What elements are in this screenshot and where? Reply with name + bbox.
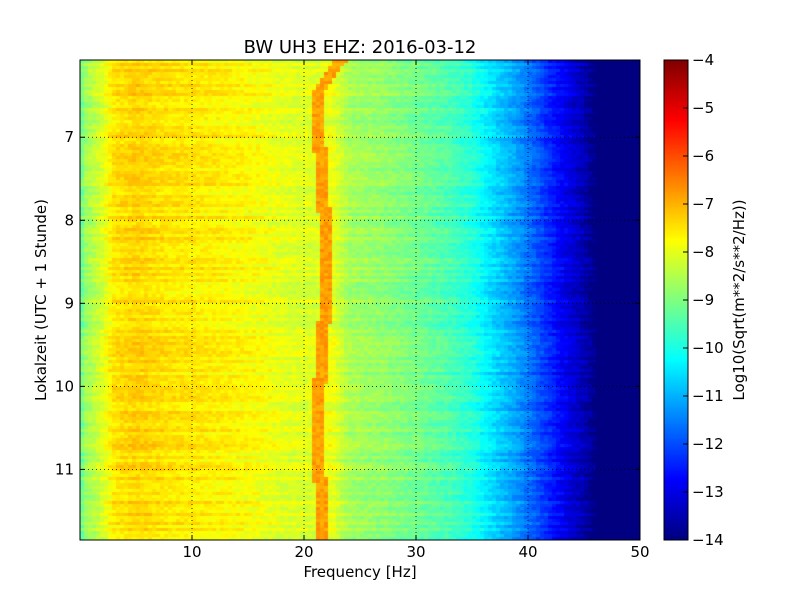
- y-axis-label: Lokalzeit (UTC + 1 Stunde): [32, 199, 50, 401]
- y-tick-label: 10: [55, 377, 74, 395]
- colorbar-label: Log10(Sqrt(m**2/s**2/Hz)): [730, 199, 748, 400]
- plot-area: [79, 59, 641, 541]
- x-tick-label: 20: [294, 543, 313, 561]
- colorbar-tick-label: −11: [692, 387, 724, 405]
- x-tick-label: 30: [406, 543, 425, 561]
- colorbar-tick-label: −6: [692, 147, 714, 165]
- grid: [80, 60, 641, 540]
- colorbar-tick-label: −7: [692, 195, 714, 213]
- colorbar-tick-label: −5: [692, 99, 714, 117]
- colorbar-tick-label: −8: [692, 243, 714, 261]
- y-tick-label: 7: [64, 128, 74, 146]
- chart-title: BW UH3 EHZ: 2016-03-12: [244, 37, 477, 58]
- colorbar-tick-label: −9: [692, 291, 714, 309]
- y-tick-label: 11: [55, 460, 74, 478]
- x-tick-label: 50: [630, 543, 649, 561]
- colorbar-tick-label: −13: [692, 483, 724, 501]
- x-tick-label: 40: [518, 543, 537, 561]
- colorbar-tick-label: −10: [692, 339, 724, 357]
- colorbar-ticks: −4 −5 −6 −7 −8 −9 −10 −11 −12 −13 −14: [683, 51, 724, 549]
- x-axis-label: Frequency [Hz]: [303, 563, 416, 581]
- colorbar-tick-label: −4: [692, 51, 714, 69]
- y-tick-label: 8: [64, 211, 74, 229]
- y-axis-ticks: 7 8 9 10 11: [55, 128, 640, 478]
- spectrogram-image: [80, 60, 640, 540]
- colorbar-tick-label: −14: [692, 531, 724, 549]
- x-tick-label: 10: [182, 543, 201, 561]
- colorbar-tick-label: −12: [692, 435, 724, 453]
- y-tick-label: 9: [64, 294, 74, 312]
- x-axis-ticks: 10 20 30 40 50: [182, 60, 650, 561]
